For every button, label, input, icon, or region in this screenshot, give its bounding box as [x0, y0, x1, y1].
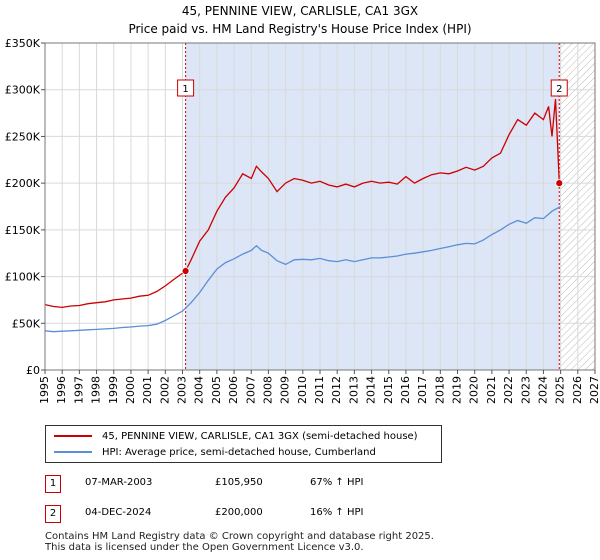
x-tick-label: 2016 [399, 376, 412, 404]
y-tick-label: £350K [5, 37, 41, 50]
x-tick-label: 2017 [416, 376, 429, 404]
y-tick-label: £300K [5, 84, 41, 97]
y-tick-label: £0 [26, 364, 40, 377]
transaction-hpi-change: 16% ↑ HPI [310, 507, 364, 518]
x-tick-label: 2000 [124, 376, 137, 404]
x-tick-label: 2018 [433, 376, 446, 404]
x-tick-label: 2026 [571, 376, 584, 404]
sale-point [181, 267, 190, 275]
x-tick-label: 2005 [210, 376, 223, 404]
footer: Contains HM Land Registry data © Crown c… [45, 531, 434, 553]
y-tick-label: £100K [5, 271, 41, 284]
y-tick-label: £200K [5, 177, 41, 190]
x-tick-label: 2019 [451, 376, 464, 404]
x-tick-label: 1995 [38, 376, 51, 404]
x-tick-label: 2009 [279, 376, 292, 404]
transaction-date: 04-DEC-2024 [85, 507, 152, 518]
x-tick-label: 2021 [485, 376, 498, 404]
x-tick-label: 2027 [588, 376, 600, 404]
x-tick-label: 2013 [347, 376, 360, 404]
chart-title: 45, PENNINE VIEW, CARLISLE, CA1 3GX [181, 4, 419, 18]
x-tick-label: 1996 [55, 376, 68, 404]
sale-point [555, 179, 564, 188]
legend-hpi-swatch [54, 451, 92, 453]
x-tick-label: 2014 [365, 376, 378, 404]
x-tick-label: 2001 [141, 376, 154, 404]
transaction-row: 1 07-MAR-2003 £105,950 67% ↑ HPI [45, 475, 545, 495]
transaction-date: 07-MAR-2003 [85, 477, 153, 488]
transaction-price: £105,950 [215, 477, 263, 488]
legend-item-property: 45, PENNINE VIEW, CARLISLE, CA1 3GX (sem… [54, 429, 418, 443]
x-tick-label: 1999 [107, 376, 120, 404]
legend-property-swatch [54, 435, 92, 437]
transaction-price: £200,000 [215, 507, 263, 518]
x-tick-label: 1998 [90, 376, 103, 404]
x-tick-label: 2022 [502, 376, 515, 404]
y-tick-label: £250K [5, 130, 41, 143]
legend-hpi-label: HPI: Average price, semi-detached house,… [102, 446, 376, 458]
y-tick-label: £50K [12, 317, 41, 330]
ownership-shaded-region [185, 43, 560, 370]
sale-marker-label: 1 [182, 84, 188, 95]
sale-marker-box [177, 79, 195, 97]
x-tick-label: 2010 [296, 376, 309, 404]
hpi-series-line [44, 205, 561, 333]
x-tick-label: 2011 [313, 376, 326, 404]
transaction-row: 2 04-DEC-2024 £200,000 16% ↑ HPI [45, 505, 545, 525]
x-tick-label: 2007 [244, 376, 257, 404]
x-tick-label: 2024 [536, 376, 549, 404]
x-tick-label: 2002 [158, 376, 171, 404]
x-tick-label: 2008 [261, 376, 274, 404]
chart-subtitle: Price paid vs. HM Land Registry's House … [128, 22, 472, 36]
footer-licence: This data is licensed under the Open Gov… [45, 542, 364, 553]
x-tick-label: 2020 [468, 376, 481, 404]
x-tick-label: 2023 [519, 376, 532, 404]
sale-marker-label: 2 [556, 84, 562, 95]
footer-copyright: Contains HM Land Registry data © Crown c… [45, 531, 434, 542]
legend-item-hpi: HPI: Average price, semi-detached house,… [54, 445, 376, 459]
transaction-hpi-change: 67% ↑ HPI [310, 477, 364, 488]
price-chart: 1 2 £0 £50K £100K £150K £200K £250K £300K £350K 1… [5, 37, 600, 404]
x-tick-label: 2015 [382, 376, 395, 404]
y-tick-label: £150K [5, 224, 41, 237]
x-tick-label: 2012 [330, 376, 343, 404]
x-tick-label: 1997 [72, 376, 85, 404]
sale-marker-box [550, 79, 568, 97]
x-tick-label: 2003 [176, 376, 189, 404]
x-tick-label: 2006 [227, 376, 240, 404]
legend: 45, PENNINE VIEW, CARLISLE, CA1 3GX (sem… [45, 425, 442, 463]
transaction-marker-badge: 2 [45, 505, 61, 523]
x-tick-label: 2025 [554, 376, 567, 404]
transaction-marker-badge: 1 [45, 475, 61, 493]
legend-property-label: 45, PENNINE VIEW, CARLISLE, CA1 3GX (sem… [102, 430, 418, 442]
property-series-line [44, 99, 560, 309]
x-tick-label: 2004 [193, 376, 206, 404]
